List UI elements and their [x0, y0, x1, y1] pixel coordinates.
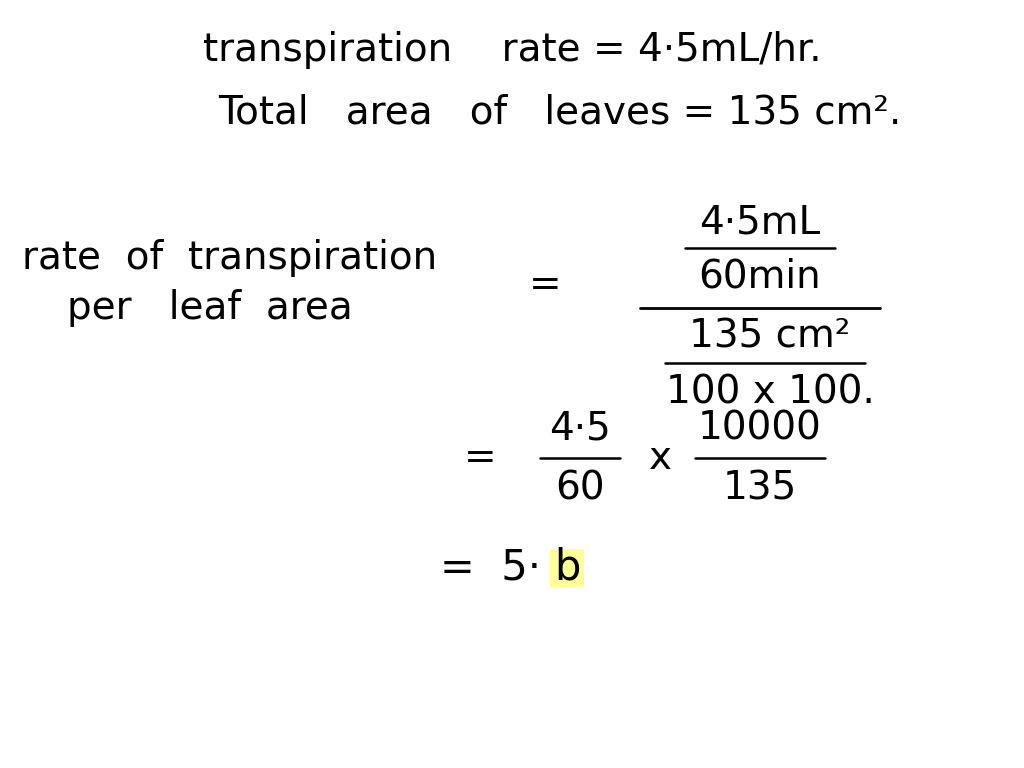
Text: 60min: 60min	[698, 257, 821, 295]
Text: 60: 60	[555, 469, 605, 507]
Text: 135: 135	[723, 469, 797, 507]
Text: 4·5mL: 4·5mL	[699, 204, 820, 242]
Text: per   leaf  area: per leaf area	[68, 289, 353, 327]
Text: Total   area   of   leaves = 135 cm².: Total area of leaves = 135 cm².	[218, 94, 902, 132]
Text: 4·5: 4·5	[549, 409, 611, 447]
Text: rate  of  transpiration: rate of transpiration	[23, 239, 437, 277]
Text: =: =	[464, 439, 497, 477]
Text: 10000: 10000	[698, 409, 822, 447]
Text: b: b	[554, 547, 581, 589]
Text: transpiration    rate = 4·5mL/hr.: transpiration rate = 4·5mL/hr.	[203, 31, 821, 69]
Text: x: x	[648, 439, 672, 477]
Text: =: =	[528, 266, 561, 304]
Text: 135 cm²: 135 cm²	[689, 317, 851, 355]
Text: =  5·: = 5·	[439, 547, 541, 589]
Text: 100 x 100.: 100 x 100.	[666, 373, 874, 411]
FancyBboxPatch shape	[550, 549, 584, 587]
